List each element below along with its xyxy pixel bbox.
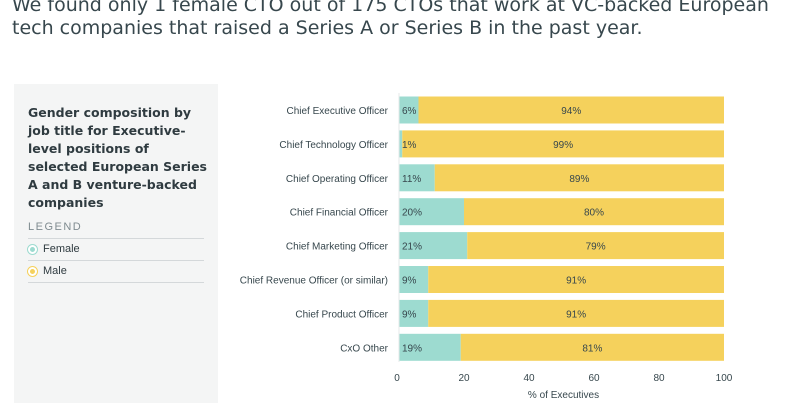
- category-label-cxo-other: CxO Other: [340, 343, 388, 354]
- data-label-male-chief-product-officer: 91%: [566, 309, 586, 320]
- category-label-chief-executive-officer: Chief Executive Officer: [286, 106, 388, 117]
- x-tick-label-60: 60: [588, 373, 600, 384]
- bar-female-chief-operating-officer: [399, 164, 435, 192]
- data-label-male-chief-marketing-officer: 79%: [586, 242, 606, 253]
- category-label-chief-financial-officer: Chief Financial Officer: [290, 208, 389, 219]
- chart-description-panel: Gender composition by job title for Exec…: [14, 84, 218, 403]
- data-label-female-chief-marketing-officer: 21%: [402, 242, 422, 253]
- bar-female-chief-financial-officer: [399, 198, 464, 226]
- category-label-chief-revenue-officer-or-similar: Chief Revenue Officer (or similar): [240, 276, 388, 287]
- data-label-female-chief-technology-officer: 1%: [402, 140, 417, 151]
- data-label-female-chief-executive-officer: 6%: [402, 106, 417, 117]
- female-swatch-icon: [28, 244, 37, 254]
- bar-female-chief-executive-officer: [399, 96, 419, 124]
- x-tick-label-0: 0: [394, 373, 400, 384]
- data-label-male-cxo-other: 81%: [582, 343, 602, 354]
- category-label-chief-marketing-officer: Chief Marketing Officer: [286, 242, 389, 253]
- bar-male-chief-financial-officer: [464, 198, 724, 226]
- data-label-male-chief-technology-officer: 99%: [553, 140, 573, 151]
- bar-male-chief-executive-officer: [418, 96, 724, 124]
- panel-title: Gender composition by job title for Exec…: [28, 105, 207, 210]
- x-tick-label-80: 80: [653, 373, 665, 384]
- legend-item-male: Male: [28, 260, 204, 281]
- headline: We found only 1 female CTO out of 175 CT…: [12, 0, 769, 39]
- x-axis: 0 20 40 60 80 100 % of Executives: [394, 93, 733, 401]
- bar-female-chief-technology-officer: [399, 130, 403, 158]
- data-label-male-chief-revenue-officer-or-similar: 91%: [566, 276, 586, 287]
- bar-female-cxo-other: [399, 333, 461, 361]
- bar-female-chief-marketing-officer: [399, 232, 468, 260]
- male-swatch-icon: [28, 266, 37, 276]
- bar-male-chief-product-officer: [428, 299, 724, 327]
- data-label-female-chief-financial-officer: 20%: [402, 208, 422, 219]
- data-label-female-chief-revenue-officer-or-similar: 9%: [402, 276, 417, 287]
- legend-divider: [28, 282, 204, 283]
- bar-male-chief-marketing-officer: [467, 232, 724, 260]
- bar-male-chief-operating-officer: [434, 164, 724, 192]
- data-label-male-chief-operating-officer: 89%: [569, 174, 589, 185]
- data-label-female-chief-product-officer: 9%: [402, 309, 417, 320]
- x-tick-label-20: 20: [458, 373, 470, 384]
- labels-group: Chief Executive Officer 6% 94% Chief Techno…: [240, 106, 606, 354]
- x-tick-label-100: 100: [716, 373, 733, 384]
- data-label-female-cxo-other: 19%: [402, 343, 422, 354]
- data-label-female-chief-operating-officer: 11%: [402, 174, 421, 185]
- bar-female-chief-product-officer: [399, 299, 429, 327]
- legend-heading: LEGEND: [28, 221, 83, 233]
- legend-item-female: Female: [28, 238, 204, 259]
- category-label-chief-technology-officer: Chief Technology Officer: [279, 140, 388, 151]
- x-axis-title: % of Executives: [528, 390, 599, 401]
- data-label-male-chief-executive-officer: 94%: [561, 106, 581, 117]
- bar-male-chief-revenue-officer-or-similar: [428, 266, 724, 293]
- data-label-male-chief-financial-officer: 80%: [584, 208, 604, 219]
- bar-male-cxo-other: [460, 333, 724, 361]
- x-tick-label-40: 40: [523, 373, 535, 384]
- bar-female-chief-revenue-officer-or-similar: [399, 266, 429, 293]
- bars-group: [399, 96, 724, 361]
- category-label-chief-operating-officer: Chief Operating Officer: [286, 174, 389, 185]
- bar-male-chief-technology-officer: [402, 130, 724, 158]
- legend-label-male: Male: [43, 265, 67, 277]
- legend-label-female: Female: [43, 243, 80, 255]
- category-label-chief-product-officer: Chief Product Officer: [295, 309, 388, 320]
